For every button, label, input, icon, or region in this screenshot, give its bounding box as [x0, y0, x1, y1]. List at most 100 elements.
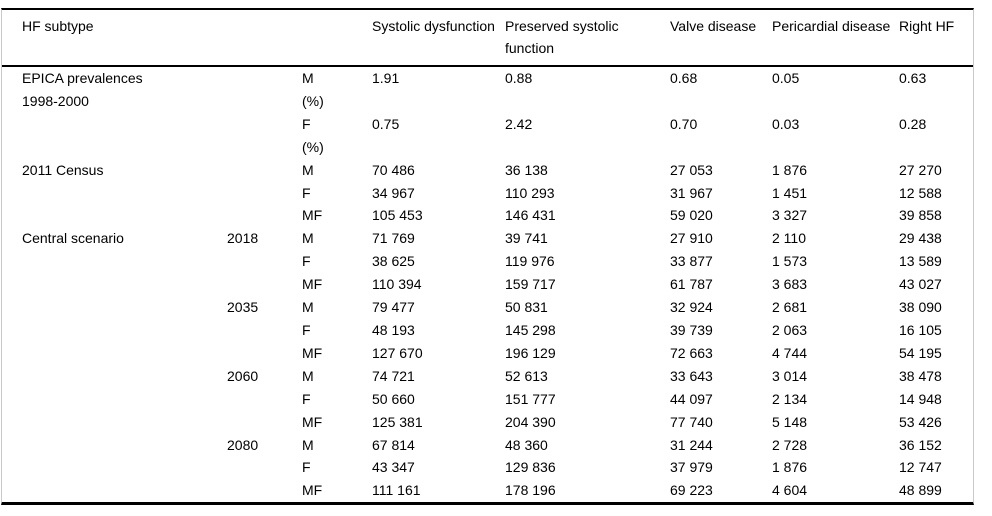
cell-sex: F (%) — [302, 115, 324, 155]
cell-year — [227, 319, 302, 342]
table-row: 2060 M 74 721 52 613 33 643 3 014 38 478 — [2, 365, 973, 388]
cell-value: 4 744 — [772, 344, 808, 361]
table-row: MF 127 670 196 129 72 663 4 744 54 195 — [2, 342, 973, 365]
cell-subtype — [2, 273, 227, 296]
col-header-year — [227, 10, 302, 67]
table-row: F 43 347 129 836 37 979 1 876 12 747 — [2, 456, 973, 479]
cell-value: 0.88 — [505, 70, 533, 86]
cell-value: 129 836 — [505, 459, 556, 476]
cell-value: 1 876 — [772, 459, 808, 476]
cell-value: 13 589 — [899, 253, 942, 270]
cell-value: 34 967 — [372, 184, 415, 201]
hf-prevalence-table-frame: HF subtype Systolic dysfunction Preserve… — [1, 8, 974, 506]
col-header-pericardial-disease: Pericardial disease — [772, 10, 899, 67]
cell-value: 1.91 — [372, 70, 400, 86]
col-header-preserved-systolic-function: Preserved systolic function — [505, 10, 670, 67]
cell-value: 4 604 — [772, 482, 808, 499]
cell-year — [227, 182, 302, 205]
cell-value: 33 643 — [670, 367, 713, 384]
cell-subtype — [2, 434, 227, 457]
cell-value: 71 769 — [372, 230, 415, 247]
cell-value: 0.63 — [899, 70, 927, 86]
cell-value: 3 683 — [772, 276, 808, 293]
cell-value: 2 134 — [772, 390, 808, 407]
cell-year: 2060 — [227, 367, 259, 384]
cell-value: 0.05 — [772, 70, 800, 86]
cell-subtype — [2, 342, 227, 365]
table-row: 2035 M 79 477 50 831 32 924 2 681 38 090 — [2, 296, 973, 319]
cell-sex: M — [302, 299, 314, 316]
cell-value: 2 728 — [772, 436, 808, 453]
cell-year — [227, 66, 302, 113]
cell-subtype — [2, 365, 227, 388]
cell-sex: MF — [302, 207, 323, 224]
cell-subtype — [2, 296, 227, 319]
cell-sex: F — [302, 184, 311, 201]
cell-value: 127 670 — [372, 344, 423, 361]
cell-value: 178 196 — [505, 482, 556, 499]
cell-subtype — [2, 456, 227, 479]
cell-year: 2035 — [227, 299, 259, 316]
cell-sex: F — [302, 459, 311, 476]
cell-value: 0.70 — [670, 115, 698, 132]
cell-value: 36 138 — [505, 161, 548, 178]
cell-subtype — [2, 388, 227, 411]
cell-value: 16 105 — [899, 321, 942, 338]
cell-value: 27 053 — [670, 161, 713, 178]
cell-value: 48 193 — [372, 321, 415, 338]
cell-value: 111 161 — [372, 482, 421, 499]
cell-value: 159 717 — [505, 276, 556, 293]
table-row: MF 111 161 178 196 69 223 4 604 48 899 — [2, 479, 973, 502]
cell-value: 38 478 — [899, 367, 942, 384]
cell-value: 3 014 — [772, 367, 808, 384]
table-row: MF 105 453 146 431 59 020 3 327 39 858 — [2, 204, 973, 227]
col-header-valve-disease: Valve disease — [670, 10, 772, 67]
cell-subtype — [2, 182, 227, 205]
cell-sex: F — [302, 321, 311, 338]
cell-sex: M — [302, 230, 314, 247]
table-row: Central scenario 2018 M 71 769 39 741 27… — [2, 227, 973, 250]
cell-value: 50 660 — [372, 390, 415, 407]
cell-value: 1 876 — [772, 161, 808, 178]
table-row: EPICA prevalences 1998-2000 M (%) 1.91 0.8… — [2, 66, 973, 113]
cell-subtype — [2, 204, 227, 227]
cell-value: 204 390 — [505, 413, 556, 430]
cell-value: 67 814 — [372, 436, 415, 453]
cell-value: 125 381 — [372, 413, 423, 430]
cell-value: 52 613 — [505, 367, 548, 384]
cell-value: 2 110 — [772, 230, 806, 247]
cell-sex: F — [302, 253, 311, 270]
cell-value: 61 787 — [670, 276, 713, 293]
cell-value: 53 426 — [899, 413, 942, 430]
cell-subtype — [2, 113, 227, 159]
cell-value: 74 721 — [372, 367, 415, 384]
cell-year — [227, 159, 302, 182]
cell-value: 14 948 — [899, 390, 942, 407]
cell-value: 31 244 — [670, 436, 713, 453]
cell-value: 38 090 — [899, 299, 942, 316]
cell-value: 105 453 — [372, 207, 423, 224]
cell-year — [227, 113, 302, 159]
cell-value: 145 298 — [505, 321, 556, 338]
cell-value: 37 979 — [670, 459, 713, 476]
col-header-right-hf: Right HF — [899, 10, 973, 67]
cell-value: 27 910 — [670, 230, 713, 247]
cell-value: 2 063 — [772, 321, 808, 338]
col-header-sex — [302, 10, 372, 67]
cell-subtype — [2, 250, 227, 273]
cell-year — [227, 273, 302, 296]
cell-value: 12 588 — [899, 184, 942, 201]
cell-year — [227, 342, 302, 365]
cell-value: 79 477 — [372, 299, 415, 316]
cell-sex: M — [302, 367, 314, 384]
table-row: F (%) 0.75 2.42 0.70 0.03 0.28 — [2, 113, 973, 159]
cell-value: 50 831 — [505, 299, 548, 316]
cell-value: 0.75 — [372, 115, 400, 132]
cell-sex: MF — [302, 344, 323, 361]
cell-subtype — [2, 479, 227, 502]
table-row: MF 125 381 204 390 77 740 5 148 53 426 — [2, 411, 973, 434]
cell-value: 119 976 — [505, 253, 555, 270]
table-body: EPICA prevalences 1998-2000 M (%) 1.91 0.8… — [2, 66, 973, 502]
cell-subtype: EPICA prevalences 1998-2000 — [22, 70, 143, 109]
